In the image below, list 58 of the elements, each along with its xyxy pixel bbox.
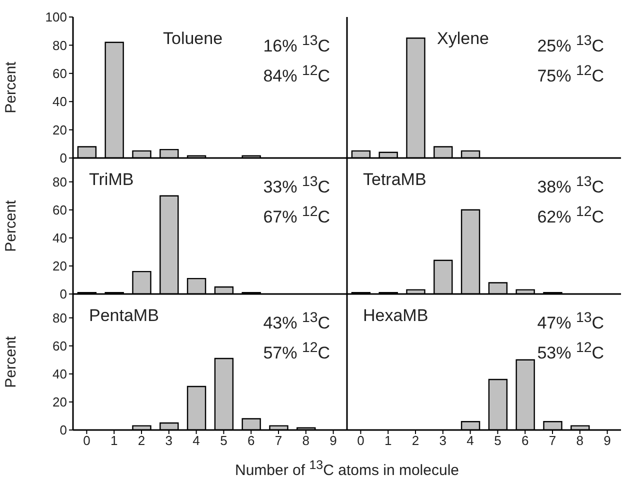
y-tick-label: 60: [52, 202, 67, 218]
y-tick-label: 0: [60, 422, 67, 438]
x-tick-label: 6: [247, 433, 255, 448]
y-tick-label: 0: [60, 286, 67, 302]
x-tick-label: 8: [302, 433, 310, 448]
annotation: 47% $^{13}$C: [537, 309, 604, 335]
annotation: 38% $^{13}$C: [537, 173, 604, 199]
annotation: 84% $^{12}$C: [263, 62, 330, 88]
text: Xylene: [437, 29, 489, 49]
x-tick-label: 0: [83, 433, 90, 448]
x-tick-label: 9: [604, 433, 611, 448]
text: TriMB: [89, 170, 134, 190]
y-tick-label: 100: [45, 10, 67, 25]
x-tick-label: 5: [494, 433, 502, 448]
x-tick-label: 2: [138, 433, 146, 448]
x-tick-label: 0: [357, 433, 364, 448]
x-tick-label: 7: [548, 433, 556, 448]
x-tick-label: 5: [220, 433, 228, 448]
annotation: 62% $^{12}$C: [537, 202, 604, 228]
y-tick-label: 0: [60, 150, 67, 166]
y-tick-label: 60: [52, 66, 67, 82]
y-axis-title: Percent: [2, 335, 20, 388]
annotation: 53% $^{12}$C: [537, 338, 604, 364]
annotation: 16% $^{13}$C: [263, 32, 330, 58]
annotation: 67% $^{12}$C: [263, 202, 330, 228]
x-tick-label: 4: [466, 433, 474, 448]
x-tick-label: 3: [439, 433, 447, 448]
x-tick-label: 1: [384, 433, 392, 448]
x-tick-label: 6: [521, 433, 529, 448]
annotation: 75% $^{12}$C: [537, 62, 604, 88]
text: Toluene: [163, 29, 223, 49]
text: PentaMB: [89, 306, 159, 326]
x-tick-label: 1: [110, 433, 118, 448]
y-tick-label: 40: [52, 94, 67, 110]
y-tick-label: 20: [52, 122, 67, 138]
y-tick-label: 60: [52, 338, 67, 354]
y-tick-label: 40: [52, 366, 67, 382]
y-tick-label: 20: [52, 394, 67, 410]
annotation: 33% $^{13}$C: [263, 173, 330, 199]
y-axis-title: Percent: [2, 199, 20, 252]
x-axis-title: Number of $^{13}$C atoms in molecule: [234, 458, 460, 479]
x-tick-label: 8: [576, 433, 584, 448]
text: HexaMB: [363, 306, 428, 326]
x-tick-label: 4: [192, 433, 200, 448]
x-tick-label: 7: [274, 433, 282, 448]
annotation: 25% $^{13}$C: [537, 32, 604, 58]
y-tick-label: 40: [52, 230, 67, 246]
y-tick-label: 80: [52, 174, 67, 190]
y-tick-label: 80: [52, 310, 67, 326]
annotation: 43% $^{13}$C: [263, 309, 330, 335]
y-axis-title: Percent: [2, 60, 20, 114]
y-tick-label: 20: [52, 258, 67, 274]
x-tick-label: 3: [165, 433, 173, 448]
x-tick-label: 9: [330, 433, 337, 448]
x-tick-label: 2: [412, 433, 420, 448]
annotation: 57% $^{12}$C: [263, 338, 330, 364]
text: TetraMB: [363, 170, 426, 190]
y-tick-label: 80: [52, 38, 67, 53]
